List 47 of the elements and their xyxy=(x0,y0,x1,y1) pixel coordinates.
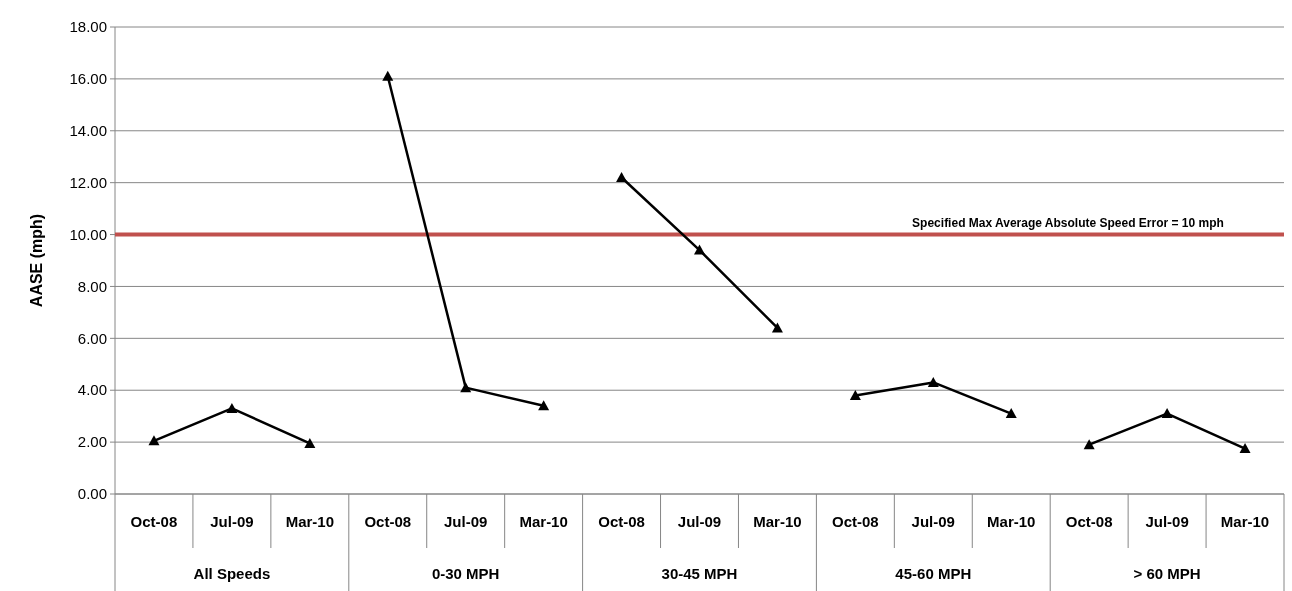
x-tick-label: Jul-09 xyxy=(677,513,722,531)
text: 0-30 MPH xyxy=(431,565,500,583)
x-tick-label: Mar-10 xyxy=(1220,513,1270,531)
point xyxy=(382,70,394,81)
y-tick-label: 2.00 xyxy=(77,433,107,451)
text: > 60 MPH xyxy=(1133,565,1201,583)
x-tick-label: Oct-08 xyxy=(1065,513,1113,531)
point xyxy=(226,402,238,413)
y-axis-title: AASE (mph) xyxy=(28,213,45,308)
point xyxy=(616,171,628,182)
y-tick-label: 8.00 xyxy=(77,277,107,295)
point xyxy=(771,322,783,333)
x-tick-label: Mar-10 xyxy=(753,513,802,531)
point xyxy=(849,389,861,400)
x-tick-label: Mar-10 xyxy=(987,513,1036,531)
x-tick-label: Jul-09 xyxy=(911,513,955,531)
point xyxy=(1083,439,1095,450)
point xyxy=(460,382,472,393)
x-tick-label: Oct-08 xyxy=(832,513,879,531)
x-tick-label: Jul-09 xyxy=(1145,513,1189,531)
x-tick-label: Oct-08 xyxy=(598,513,645,531)
point xyxy=(694,244,705,255)
x-tick-label: Oct-08 xyxy=(130,513,178,531)
x-tick-label: Mar-10 xyxy=(519,513,568,531)
x-tick-label: Jul-09 xyxy=(210,513,254,531)
y-tick-label: 4.00 xyxy=(77,381,107,399)
point xyxy=(1161,408,1173,419)
point xyxy=(1005,408,1017,419)
y-tick-label: 14.00 xyxy=(69,122,107,140)
point xyxy=(148,435,160,446)
text: All Speeds xyxy=(193,565,271,583)
point xyxy=(927,376,939,387)
x-tick-label: Mar-10 xyxy=(285,513,335,531)
y-tick-label: 16.00 xyxy=(69,70,107,88)
y-tick-label: 18.00 xyxy=(69,18,107,36)
y-tick-label: 0.00 xyxy=(77,485,107,503)
y-tick-label: 10.00 xyxy=(69,225,107,243)
point xyxy=(304,437,316,448)
y-tick-label: 12.00 xyxy=(69,173,107,191)
ref-line-label: Specified Max Average Absolute Speed Error = 10 mph xyxy=(912,215,1224,230)
text: 45-60 MPH xyxy=(895,565,972,583)
point xyxy=(1239,443,1251,454)
point xyxy=(538,400,550,411)
x-tick-label: Oct-08 xyxy=(364,513,412,531)
y-tick-label: 6.00 xyxy=(77,329,107,347)
text: 30-45 MPH xyxy=(661,565,738,583)
x-tick-label: Jul-09 xyxy=(444,513,488,531)
